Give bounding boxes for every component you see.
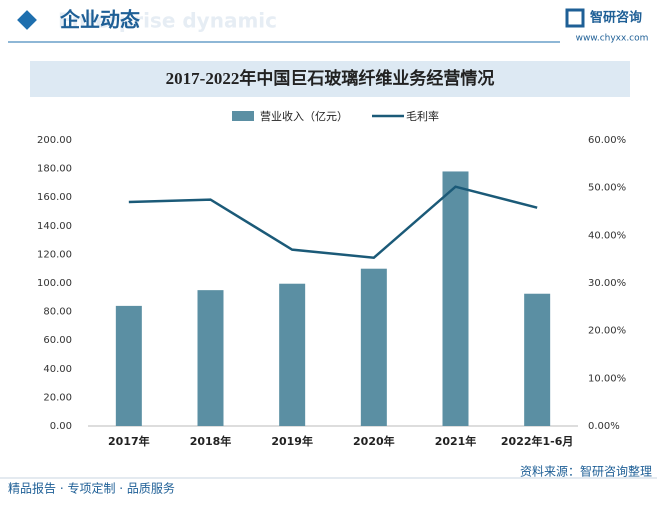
plot: 0.00 20.00 40.00 60.00 80.00 100.00 120.00 140.… bbox=[37, 109, 626, 448]
y-tick-label: 140.00 bbox=[37, 221, 72, 232]
y-tick-label: 120.00 bbox=[37, 249, 72, 260]
title-banner bbox=[30, 61, 630, 97]
legend-swatch bbox=[232, 111, 254, 121]
y2-tick-label: 50.00% bbox=[588, 183, 626, 194]
header-watermark: Enterprise dynamic bbox=[58, 9, 277, 33]
legend-label: 营业收入（亿元） bbox=[260, 109, 348, 123]
source: 资料来源：智研咨询整理 bbox=[520, 464, 652, 479]
y-tick-label: 200.00 bbox=[37, 135, 72, 146]
y2-tick-label: 10.00% bbox=[588, 373, 626, 384]
bar bbox=[115, 305, 142, 426]
line bbox=[128, 185, 538, 260]
x-tick-label: 2021年 bbox=[435, 434, 477, 448]
bar bbox=[360, 268, 387, 426]
y-tick-label: 40.00 bbox=[43, 364, 72, 375]
x-tick-label: 2020年 bbox=[353, 434, 395, 448]
x-tick-label: 2019年 bbox=[271, 434, 313, 448]
y2-tick-label: 0.00% bbox=[588, 421, 620, 432]
y2-tick-label: 60.00% bbox=[588, 135, 626, 146]
y-tick-label: 160.00 bbox=[37, 192, 72, 203]
y2-tick-label: 20.00% bbox=[588, 326, 626, 337]
y-tick-label: 180.00 bbox=[37, 164, 72, 175]
y-tick-label: 80.00 bbox=[43, 307, 72, 318]
y-tick-label: 60.00 bbox=[43, 335, 72, 346]
bar bbox=[524, 293, 551, 426]
logo-icon bbox=[565, 8, 585, 28]
x-tick-label: 2022年1-6月 bbox=[501, 434, 574, 448]
logo-name: 智研咨询 bbox=[590, 10, 642, 26]
header-icon bbox=[17, 10, 37, 30]
y-tick-label: 0.00 bbox=[50, 421, 72, 432]
bar bbox=[197, 290, 224, 426]
y2-tick-label: 30.00% bbox=[588, 278, 626, 289]
x-tick-label: 2017年 bbox=[108, 434, 150, 448]
bar bbox=[442, 171, 469, 426]
y-tick-label: 100.00 bbox=[37, 278, 72, 289]
y2-tick-label: 40.00% bbox=[588, 230, 626, 241]
footer-tagline: 精品报告 · 专项定制 · 品质服务 bbox=[8, 481, 175, 496]
y-tick-label: 20.00 bbox=[43, 392, 72, 403]
bar bbox=[279, 283, 306, 426]
legend-label: 毛利率 bbox=[406, 109, 439, 123]
chart-title: 2017-2022年中国巨石玻璃纤维业务经营情况 bbox=[166, 68, 495, 88]
header-title: 企业动态 bbox=[59, 8, 140, 32]
logo-url: www.chyxx.com bbox=[576, 34, 649, 44]
x-tick-label: 2018年 bbox=[190, 434, 232, 448]
